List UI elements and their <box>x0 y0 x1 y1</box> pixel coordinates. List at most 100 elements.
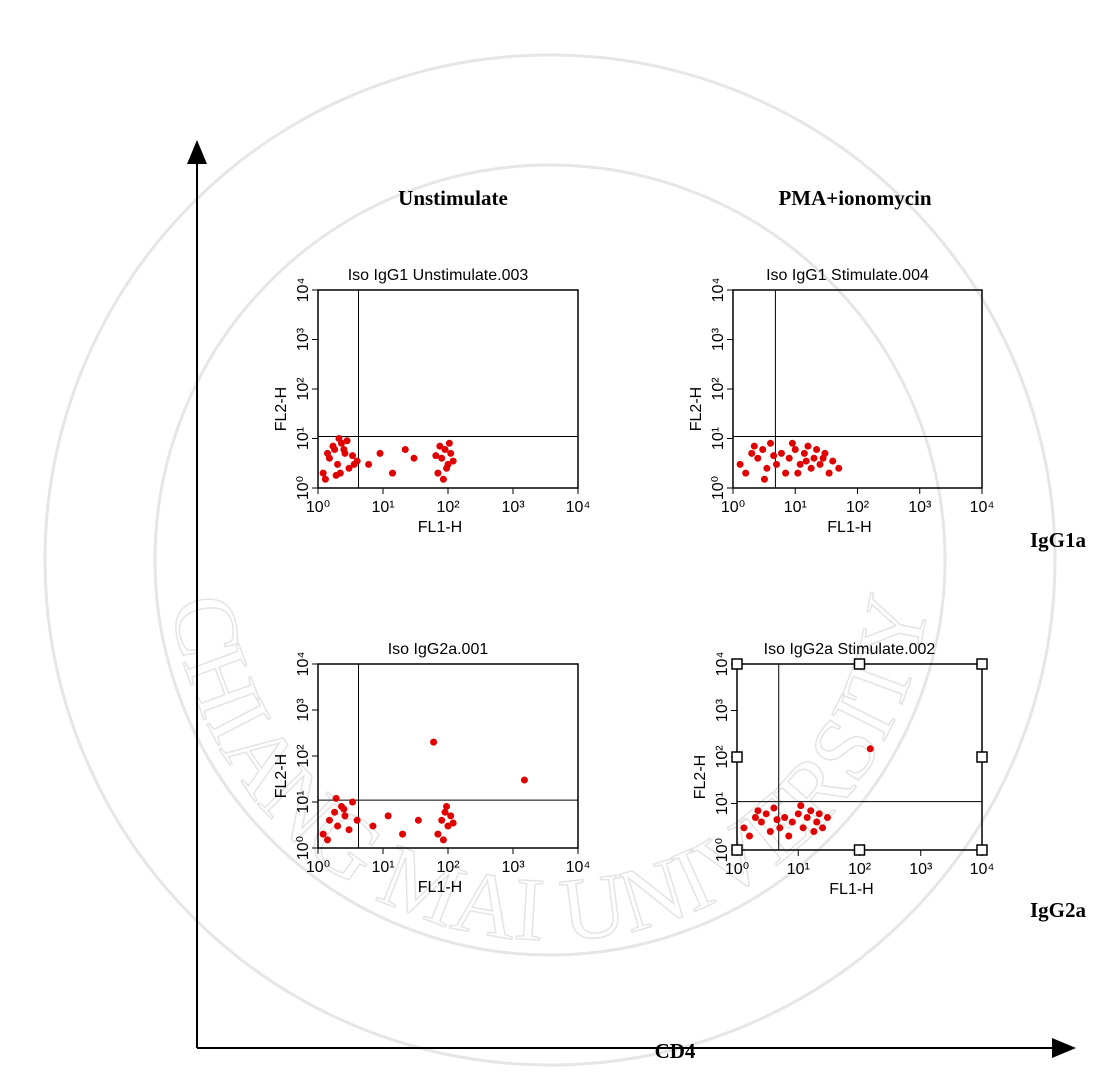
y-tick-label: 10¹ <box>295 427 312 450</box>
plot-title: Iso IgG1 Unstimulate.003 <box>348 267 529 284</box>
data-point <box>415 817 422 824</box>
data-point <box>446 440 453 447</box>
data-point <box>385 812 392 819</box>
y-tick-label: 10¹ <box>710 427 727 450</box>
data-point <box>389 470 396 477</box>
x-tick-label: 10² <box>846 499 870 516</box>
x-tick-label: 10¹ <box>371 859 394 876</box>
selection-handle <box>855 845 865 855</box>
data-point <box>438 817 445 824</box>
data-point <box>365 461 372 468</box>
plot-title: Iso IgG2a.001 <box>388 641 489 658</box>
data-point <box>450 458 457 465</box>
data-point <box>450 819 457 826</box>
data-point <box>824 814 831 821</box>
data-point <box>443 465 450 472</box>
data-point <box>774 816 781 823</box>
y-tick-label: 10⁴ <box>714 652 731 677</box>
data-point <box>797 802 804 809</box>
data-point <box>322 476 329 483</box>
data-point <box>432 452 439 459</box>
data-point <box>752 814 759 821</box>
x-tick-label: 10¹ <box>787 861 810 878</box>
y-axis-label: FL2-H <box>692 755 709 799</box>
data-point <box>813 446 820 453</box>
y-tick-label: 10² <box>295 744 312 768</box>
data-point <box>782 470 789 477</box>
data-point <box>320 831 327 838</box>
data-point <box>354 817 361 824</box>
y-axis-label: FL2-H <box>273 387 290 431</box>
data-point <box>804 443 811 450</box>
data-point <box>447 450 454 457</box>
data-point <box>320 470 327 477</box>
x-tick-label: 10¹ <box>784 499 807 516</box>
y-tick-label: 10⁰ <box>295 476 312 500</box>
data-point <box>808 465 815 472</box>
data-point <box>324 836 331 843</box>
column-label: Unstimulate <box>398 186 508 210</box>
y-axis-label: FL2-H <box>273 754 290 798</box>
data-point <box>335 435 342 442</box>
selection-handle <box>732 752 742 762</box>
data-point <box>826 470 833 477</box>
data-point <box>329 443 336 450</box>
data-point <box>767 440 774 447</box>
x-tick-label: 10³ <box>501 859 525 876</box>
x-tick-label: 10² <box>848 861 872 878</box>
data-point <box>867 745 874 752</box>
x-tick-label: 10⁰ <box>721 499 745 516</box>
data-point <box>803 458 810 465</box>
data-point <box>835 465 842 472</box>
data-point <box>740 824 747 831</box>
data-point <box>778 450 785 457</box>
data-point <box>763 810 770 817</box>
data-point <box>737 461 744 468</box>
data-point <box>748 450 755 457</box>
y-tick-label: 10¹ <box>295 790 312 813</box>
y-tick-label: 10² <box>295 377 312 401</box>
data-point <box>434 470 441 477</box>
selection-handle <box>732 845 742 855</box>
data-point <box>763 465 770 472</box>
data-point <box>807 807 814 814</box>
data-point <box>399 831 406 838</box>
data-point <box>758 819 765 826</box>
y-tick-label: 10⁰ <box>714 838 731 862</box>
data-point <box>440 836 447 843</box>
x-axis-label: CD4 <box>655 1039 696 1063</box>
data-point <box>781 814 788 821</box>
data-point <box>754 455 761 462</box>
data-point <box>324 450 331 457</box>
data-point <box>334 823 341 830</box>
x-tick-label: 10³ <box>908 499 932 516</box>
data-point <box>436 443 443 450</box>
data-point <box>813 819 820 826</box>
plots: Iso IgG1 Unstimulate.003 10⁰ 10¹ 10² 10³ 10⁴ 1… <box>273 267 994 898</box>
data-point <box>810 455 817 462</box>
data-point <box>819 824 826 831</box>
data-point <box>447 812 454 819</box>
figure: CHIANG MAI UNIVERSITY Unstimulate PMA+io… <box>0 0 1098 1077</box>
plot-frame <box>733 290 982 488</box>
data-point <box>340 446 347 453</box>
data-point <box>810 828 817 835</box>
x-tick-label: 10² <box>436 499 460 516</box>
x-tick-label: 10⁴ <box>970 499 995 516</box>
x-tick-label: 10⁰ <box>306 859 330 876</box>
y-tick-label: 10³ <box>295 698 312 722</box>
plot-title: Iso IgG2a Stimulate.002 <box>764 641 936 658</box>
row-label: IgG1a <box>1030 528 1087 552</box>
data-point <box>789 819 796 826</box>
x-tick-label: 10⁰ <box>306 499 330 516</box>
data-point <box>402 446 409 453</box>
data-point <box>334 461 341 468</box>
data-point <box>829 458 836 465</box>
y-tick-label: 10³ <box>295 327 312 351</box>
data-point <box>326 817 333 824</box>
data-point <box>800 824 807 831</box>
data-point <box>434 831 441 838</box>
x-tick-label: 10³ <box>501 499 525 516</box>
data-point <box>789 440 796 447</box>
